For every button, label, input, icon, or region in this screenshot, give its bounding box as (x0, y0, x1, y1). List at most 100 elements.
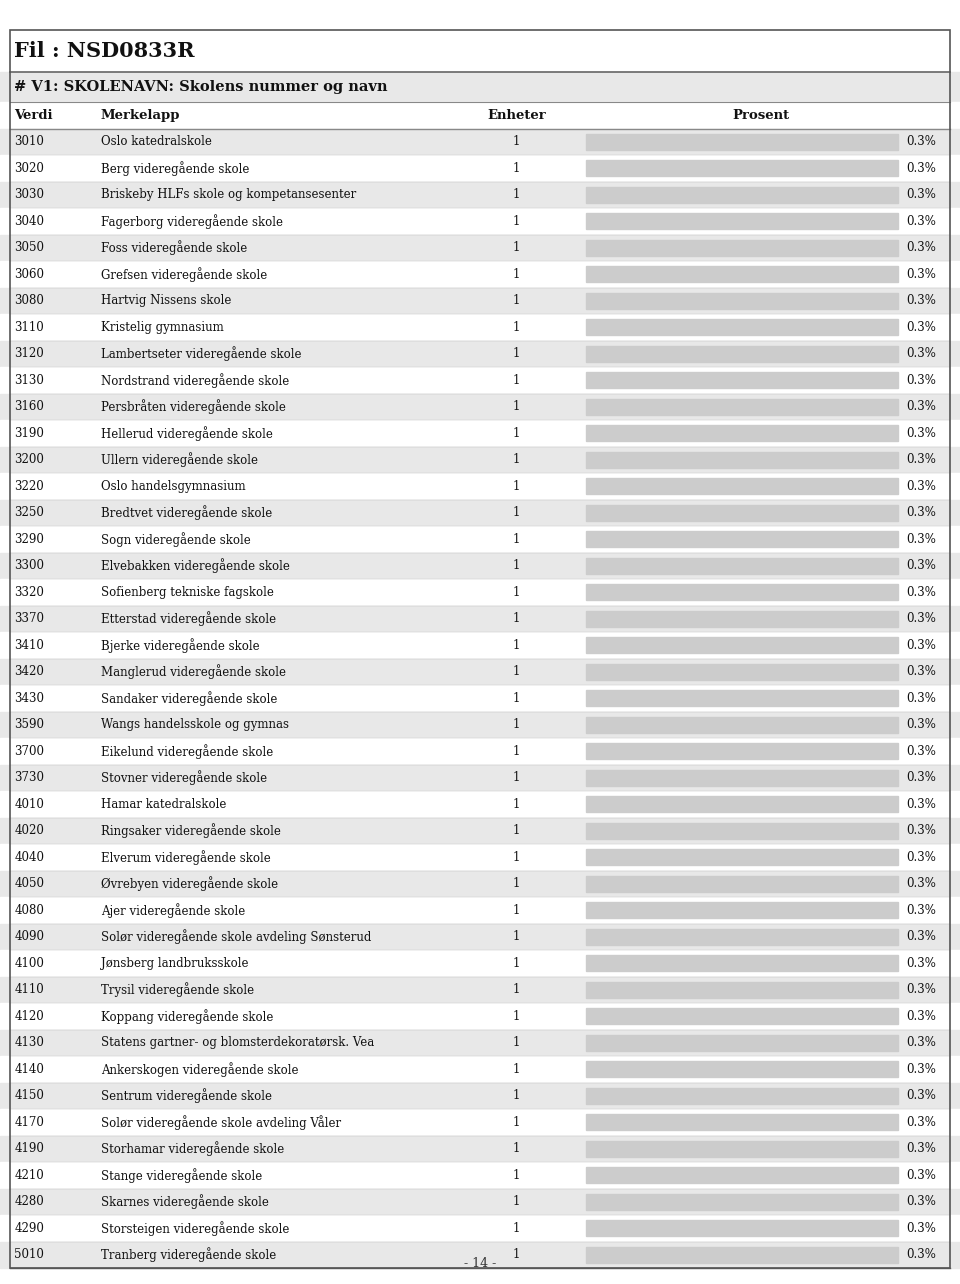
Bar (0, 526, 960, 552)
Text: 0.3%: 0.3% (906, 321, 936, 334)
Bar (586, 372, 898, 388)
Text: 0.3%: 0.3% (906, 586, 936, 598)
Text: 0.3%: 0.3% (906, 1009, 936, 1023)
Text: 3730: 3730 (14, 772, 44, 785)
Bar (586, 345, 898, 362)
Bar (586, 770, 898, 786)
Text: Hellerud videregående skole: Hellerud videregående skole (101, 426, 273, 440)
Text: 0.3%: 0.3% (906, 1248, 936, 1261)
Bar (586, 664, 898, 679)
Text: 4210: 4210 (14, 1168, 44, 1181)
Text: Sofienberg tekniske fagskole: Sofienberg tekniske fagskole (101, 586, 274, 598)
Text: 1: 1 (513, 851, 520, 864)
Text: 1: 1 (513, 135, 520, 148)
Text: Solør videregående skole avdeling Våler: Solør videregående skole avdeling Våler (101, 1115, 341, 1130)
Text: 4140: 4140 (14, 1063, 44, 1076)
Text: 1: 1 (513, 957, 520, 969)
Text: 1: 1 (513, 1195, 520, 1208)
Text: Ullern videregående skole: Ullern videregående skole (101, 452, 258, 467)
Bar (586, 903, 898, 918)
Text: Statens gartner- og blomsterdekoratørsk. Vea: Statens gartner- og blomsterdekoratørsk.… (101, 1036, 374, 1049)
Bar (586, 611, 898, 627)
Text: 0.3%: 0.3% (906, 1089, 936, 1102)
Bar (0, 764, 960, 791)
Text: Briskeby HLFs skole og kompetansesenter: Briskeby HLFs skole og kompetansesenter (101, 189, 356, 202)
Text: Tranberg videregående skole: Tranberg videregående skole (101, 1247, 276, 1262)
Text: Nordstrand videregående skole: Nordstrand videregående skole (101, 372, 289, 388)
Text: 0.3%: 0.3% (906, 984, 936, 996)
Bar (0, 420, 960, 447)
Text: 4290: 4290 (14, 1222, 44, 1235)
Text: 3370: 3370 (14, 612, 44, 625)
Bar (0, 447, 960, 473)
Text: 1: 1 (513, 797, 520, 810)
Text: 0.3%: 0.3% (906, 851, 936, 864)
Bar (0, 181, 960, 208)
Text: 1: 1 (513, 1222, 520, 1235)
Text: Oslo handelsgymnasium: Oslo handelsgymnasium (101, 480, 246, 493)
Text: 3320: 3320 (14, 586, 44, 598)
Bar (0, 72, 960, 101)
Text: 3160: 3160 (14, 401, 44, 413)
Text: 1: 1 (513, 241, 520, 254)
Text: 4010: 4010 (14, 797, 44, 810)
Text: 3060: 3060 (14, 268, 44, 281)
Text: # V1: SKOLENAVN: Skolens nummer og navn: # V1: SKOLENAVN: Skolens nummer og navn (14, 80, 388, 94)
Text: Ajer videregående skole: Ajer videregående skole (101, 903, 245, 918)
Text: Jønsberg landbruksskole: Jønsberg landbruksskole (101, 957, 249, 969)
Text: 3110: 3110 (14, 321, 44, 334)
Text: 0.3%: 0.3% (906, 692, 936, 705)
Text: 1: 1 (513, 1063, 520, 1076)
Text: 3050: 3050 (14, 241, 44, 254)
Bar (0, 977, 960, 1003)
Bar (586, 1140, 898, 1157)
Text: 3430: 3430 (14, 692, 44, 705)
Text: 1: 1 (513, 189, 520, 202)
Text: 1: 1 (513, 1143, 520, 1156)
Bar (586, 849, 898, 865)
Text: 1: 1 (513, 374, 520, 386)
Bar (0, 155, 960, 181)
Text: Etterstad videregående skole: Etterstad videregående skole (101, 611, 276, 627)
Text: 1: 1 (513, 772, 520, 785)
Text: 4120: 4120 (14, 1009, 44, 1023)
Text: 0.3%: 0.3% (906, 745, 936, 758)
Text: 0.3%: 0.3% (906, 1143, 936, 1156)
Bar (0, 1109, 960, 1135)
Bar (0, 1030, 960, 1055)
Text: 0.3%: 0.3% (906, 401, 936, 413)
Text: 1: 1 (513, 401, 520, 413)
Text: 0.3%: 0.3% (906, 797, 936, 810)
Bar (586, 452, 898, 467)
Text: 0.3%: 0.3% (906, 1168, 936, 1181)
Text: 1: 1 (513, 480, 520, 493)
Bar (0, 315, 960, 340)
Text: 3410: 3410 (14, 638, 44, 652)
Bar (586, 399, 898, 415)
Text: Foss videregående skole: Foss videregående skole (101, 240, 247, 256)
Text: 1: 1 (513, 877, 520, 890)
Text: 1: 1 (513, 931, 520, 944)
Bar (0, 738, 960, 764)
Text: 4150: 4150 (14, 1089, 44, 1102)
Text: 0.3%: 0.3% (906, 294, 936, 307)
Bar (586, 716, 898, 733)
Text: 0.3%: 0.3% (906, 533, 936, 546)
Bar (586, 1220, 898, 1236)
Text: Hamar katedralskole: Hamar katedralskole (101, 797, 227, 810)
Text: 0.3%: 0.3% (906, 162, 936, 175)
Text: 3200: 3200 (14, 453, 44, 466)
Bar (586, 637, 898, 654)
Text: Ankerskogen videregående skole: Ankerskogen videregående skole (101, 1062, 299, 1077)
Text: 3040: 3040 (14, 214, 44, 227)
Bar (0, 340, 960, 367)
Text: 4100: 4100 (14, 957, 44, 969)
Bar (586, 955, 898, 971)
Bar (0, 208, 960, 235)
Bar (0, 101, 960, 128)
Bar (0, 711, 960, 738)
Bar (0, 659, 960, 686)
Text: 5010: 5010 (14, 1248, 44, 1261)
Text: Verdi: Verdi (14, 109, 53, 122)
Bar (586, 796, 898, 813)
